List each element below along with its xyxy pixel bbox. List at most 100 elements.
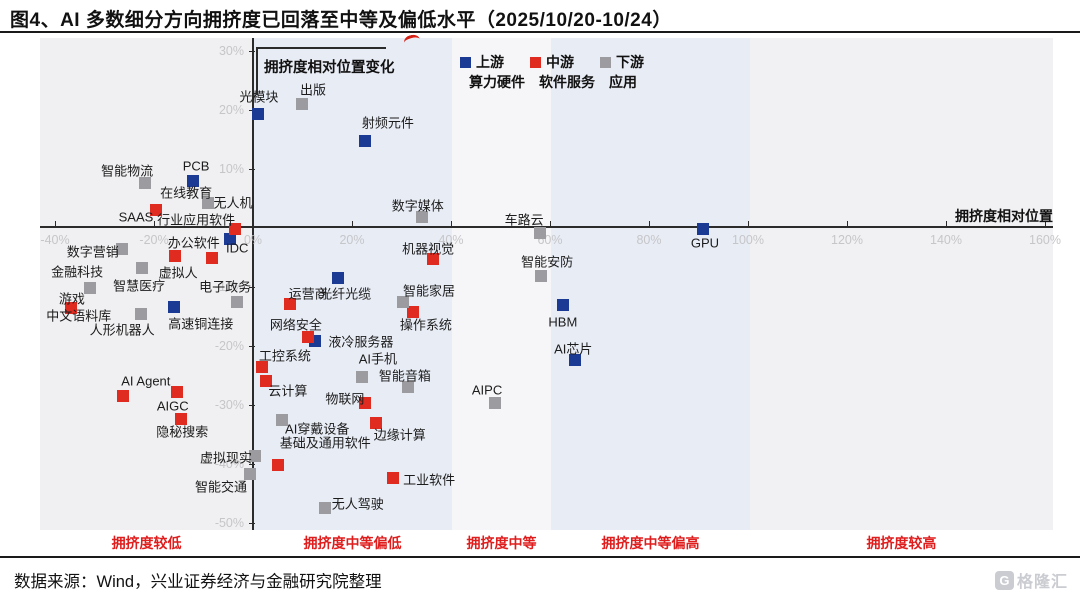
data-point-marker <box>358 134 371 147</box>
legend-label-line2: 应用 <box>609 74 637 91</box>
data-point-marker <box>136 262 149 275</box>
data-point-marker <box>175 412 188 425</box>
data-point-label: AI芯片 <box>554 341 593 357</box>
y-axis-tick <box>249 286 255 288</box>
gelonghui-logo: G 格隆汇 <box>994 568 1068 592</box>
x-axis-tick <box>946 221 947 227</box>
data-point-marker <box>244 467 257 480</box>
y-axis-tick-label: -10% <box>214 279 244 294</box>
crowding-zone-band <box>550 38 750 530</box>
data-point-label: 运营商 <box>288 286 328 302</box>
y-axis-tick-label: 30% <box>218 43 244 58</box>
data-source-note: 数据来源：Wind，兴业证券经济与金融研究院整理 <box>14 573 382 591</box>
data-point-marker <box>229 223 242 236</box>
data-point-label: 射频元件 <box>361 115 414 131</box>
crowding-zone-label: 拥挤度较高 <box>866 535 937 551</box>
data-point-marker <box>301 330 314 343</box>
data-point-label: 金融科技 <box>51 264 104 280</box>
data-point-label: 机器视觉 <box>402 241 455 257</box>
y-axis-tick-label: -30% <box>214 397 244 412</box>
data-point-marker <box>296 97 308 110</box>
data-point-marker <box>259 375 272 388</box>
data-point-marker <box>387 471 400 484</box>
y-axis-tick <box>249 522 255 524</box>
y-axis-tick-label: -50% <box>214 515 244 530</box>
crowding-zone-label: 拥挤度中等偏高 <box>601 535 700 551</box>
data-point-marker <box>355 371 368 384</box>
data-point-label: AIGC <box>156 398 189 414</box>
data-point-marker <box>84 281 97 294</box>
x-axis-tick-label: 100% <box>732 233 764 247</box>
legend-swatch <box>600 56 611 68</box>
data-point-marker <box>251 107 264 120</box>
x-axis-tick-label: 160% <box>1029 233 1061 247</box>
data-point-label: 物联网 <box>325 391 365 407</box>
legend-swatch <box>460 56 471 68</box>
data-point-marker <box>224 232 237 245</box>
data-point-label: 在线教育 <box>160 185 213 200</box>
data-point-label: 行业应用软件 <box>157 212 236 228</box>
footer-divider <box>0 556 1080 558</box>
y-axis-label: 拥挤度相对位置变化 <box>264 60 395 76</box>
title-divider <box>0 31 1080 33</box>
data-point-marker <box>201 197 214 210</box>
data-point-label: 工业软件 <box>403 472 456 488</box>
x-axis-tick-label: 80% <box>636 233 662 247</box>
data-point-marker <box>369 416 382 429</box>
crowding-zone-label: 拥挤度较低 <box>111 535 182 551</box>
data-point-label: 数字营销 <box>66 244 119 260</box>
data-point-marker <box>168 250 181 263</box>
x-axis-tick <box>748 221 749 227</box>
data-point-label: 智能家居 <box>402 283 455 299</box>
data-point-label: AI穿戴设备 <box>285 421 350 437</box>
crowding-zone-band <box>40 38 253 530</box>
data-point-marker <box>396 296 409 309</box>
x-axis-tick-label: 120% <box>831 233 863 247</box>
crowding-scatter-chart: 拥挤度相对位置变化 拥挤度相对位置 拥挤度较低 拥挤度中等偏低 拥挤度中等 拥挤度中等… <box>0 33 1080 554</box>
data-point-label: GPU <box>690 235 720 251</box>
data-point-label: 数字媒体 <box>391 198 444 214</box>
x-axis-tick <box>352 221 353 227</box>
data-point-label: 光模块 <box>239 89 279 105</box>
gelonghui-logo-text: 格隆汇 <box>1016 574 1068 591</box>
data-point-marker <box>276 414 289 427</box>
data-point-label: HBM <box>548 314 578 330</box>
data-point-marker <box>139 177 152 190</box>
legend-swatch <box>530 56 541 68</box>
data-point-label: IDC <box>226 240 249 256</box>
y-axis-tick-label: 10% <box>218 161 244 176</box>
x-axis-line <box>40 226 1053 228</box>
legend-label-line2: 软件服务 <box>539 74 595 91</box>
legend-label-line1: 上游 <box>476 54 504 70</box>
crowding-zone-label: 拥挤度中等 <box>466 535 537 551</box>
x-axis-label: 拥挤度相对位置 <box>955 208 1053 224</box>
data-point-marker <box>358 397 371 410</box>
data-point-label: 人形机器人 <box>89 322 155 338</box>
data-point-label: 智能交通 <box>195 479 248 495</box>
data-point-marker <box>556 299 569 312</box>
x-axis-tick-label: 40% <box>438 233 464 247</box>
y-axis-tick <box>249 404 255 406</box>
data-point-marker <box>149 204 162 217</box>
x-axis-tick-label: 0% <box>243 233 263 247</box>
data-point-marker <box>318 501 331 514</box>
legend-item: 上游 算力硬件 <box>460 52 525 93</box>
data-point-label: 虚拟人 <box>158 265 198 281</box>
x-axis-tick <box>649 221 650 227</box>
data-point-label: 工控系统 <box>258 348 311 364</box>
y-axis-line <box>252 38 254 530</box>
x-axis-tick <box>154 221 155 227</box>
crowding-zone-label: 拥挤度中等偏低 <box>303 535 402 551</box>
data-point-marker <box>406 306 419 319</box>
data-point-marker <box>272 459 285 472</box>
y-axis-tick-label: 20% <box>218 102 244 117</box>
data-point-marker <box>255 361 268 374</box>
legend-label-line1: 中游 <box>546 54 574 70</box>
data-point-marker <box>116 390 129 403</box>
data-point-marker <box>534 227 547 240</box>
data-point-label: 云计算 <box>268 383 308 399</box>
data-point-label: 电子政务 <box>199 279 252 295</box>
data-point-label: 智能音箱 <box>378 368 431 384</box>
data-point-marker <box>187 175 200 188</box>
